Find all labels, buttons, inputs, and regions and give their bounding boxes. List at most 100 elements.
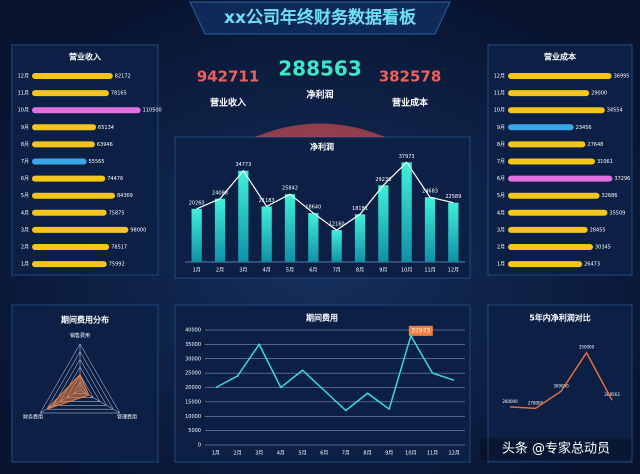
x-tick-label: 7月	[342, 451, 350, 457]
value-label: 24683	[422, 189, 438, 195]
bar	[238, 170, 249, 262]
value-label: 288563	[604, 392, 620, 397]
x-tick-label: 2月	[216, 268, 224, 274]
x-tick-label: 3月	[239, 268, 247, 274]
bar	[448, 202, 459, 262]
panel-title: 营业收入	[69, 52, 101, 62]
x-tick-label: 3月	[255, 451, 263, 457]
category-label: 4月	[21, 210, 29, 216]
value-label: 36995	[614, 74, 630, 80]
line	[215, 333, 455, 412]
category-label: 2月	[21, 245, 29, 251]
value-label: 82172	[115, 74, 131, 80]
value-label: 75992	[109, 262, 125, 268]
panel-title: 营业成本	[544, 52, 576, 62]
value-label: 28455	[590, 227, 606, 233]
axis-label: 销售费用	[70, 332, 90, 339]
value-label: 110500	[143, 108, 162, 114]
x-tick-label: 12月	[448, 451, 459, 457]
radar-ring	[46, 351, 114, 410]
panel-title: 净利润	[310, 142, 334, 152]
category-label: 8月	[497, 142, 505, 148]
bar	[214, 198, 226, 262]
value-label: 25842	[282, 186, 298, 192]
x-tick-label: 4月	[277, 451, 285, 457]
category-label: 3月	[497, 227, 505, 233]
value-label: 29000	[591, 91, 607, 97]
line	[509, 351, 613, 410]
category-label: 1月	[21, 262, 29, 268]
axis-label: 管理费用	[117, 414, 137, 421]
value-label: 63946	[97, 142, 113, 148]
x-tick-label: 6月	[309, 268, 317, 274]
x-tick-label: 8月	[363, 451, 371, 457]
panel-title: 期间费用分布	[61, 315, 109, 325]
value-label: 350000	[579, 345, 595, 350]
bar	[261, 206, 272, 262]
bar	[424, 197, 436, 262]
value-label: 75875	[109, 210, 125, 216]
value-label: 21183	[259, 198, 275, 204]
bar	[508, 141, 586, 148]
y-tick-label: 10000	[185, 414, 201, 420]
bar	[508, 192, 600, 199]
category-label: 9月	[497, 125, 505, 131]
x-tick-label: 4月	[263, 268, 271, 274]
bar	[508, 107, 605, 114]
line	[196, 161, 454, 231]
kpi-label: 营业成本	[392, 97, 429, 109]
x-tick-label: 9月	[385, 451, 393, 457]
x-tick-label: 10月	[405, 451, 416, 457]
value-label: 34554	[607, 108, 623, 114]
bar	[191, 208, 202, 262]
category-label: 7月	[21, 159, 29, 165]
value-label: 74476	[107, 176, 123, 182]
value-label: 26473	[584, 262, 600, 268]
title-frame	[189, 1, 451, 35]
category-label: 10月	[18, 108, 29, 114]
x-tick-label: 10月	[401, 268, 412, 274]
kpi-value: 288563	[278, 57, 362, 81]
category-label: 2月	[497, 245, 505, 251]
bar	[508, 124, 574, 131]
x-tick-label: 11月	[427, 451, 438, 457]
category-label: 5月	[21, 193, 29, 199]
bar	[508, 158, 595, 165]
bar	[32, 226, 129, 233]
watermark-bg	[480, 438, 632, 460]
bar	[32, 244, 110, 250]
x-tick-label: 11月	[424, 268, 435, 274]
kpi-label: 净利润	[306, 89, 333, 101]
radar-ring	[39, 343, 121, 414]
y-tick-label: 25000	[185, 371, 201, 377]
value-label: 12160	[329, 222, 345, 228]
page-title: xx公司年终财务数据看板	[224, 7, 417, 28]
bar	[378, 185, 389, 262]
value-label: 37973	[411, 327, 430, 334]
category-label: 3月	[21, 227, 29, 233]
bar	[508, 244, 593, 250]
category-label: 12月	[494, 74, 505, 80]
value-label: 29230	[375, 177, 391, 183]
value-label: 24088	[212, 190, 228, 196]
category-label: 1月	[497, 262, 505, 268]
kpi-value: 942711	[197, 68, 260, 86]
y-tick-label: 20000	[185, 385, 201, 391]
value-label: 31061	[597, 159, 613, 165]
x-tick-label: 5月	[286, 268, 294, 274]
radar-area	[46, 373, 90, 410]
value-label: 18181	[352, 206, 368, 212]
bar	[401, 162, 412, 262]
decoration	[255, 123, 385, 137]
category-label: 11月	[494, 91, 505, 97]
x-tick-label: 5月	[298, 451, 306, 457]
x-tick-label: 1月	[212, 451, 220, 457]
kpi-value: 382578	[379, 68, 442, 86]
bar	[32, 261, 107, 268]
x-tick-label: 9月	[379, 268, 387, 274]
axis-label: 财务费用	[23, 414, 43, 421]
y-tick-label: 15000	[185, 399, 201, 405]
y-tick-label: 40000	[185, 328, 201, 334]
y-tick-label: 0	[198, 443, 201, 449]
